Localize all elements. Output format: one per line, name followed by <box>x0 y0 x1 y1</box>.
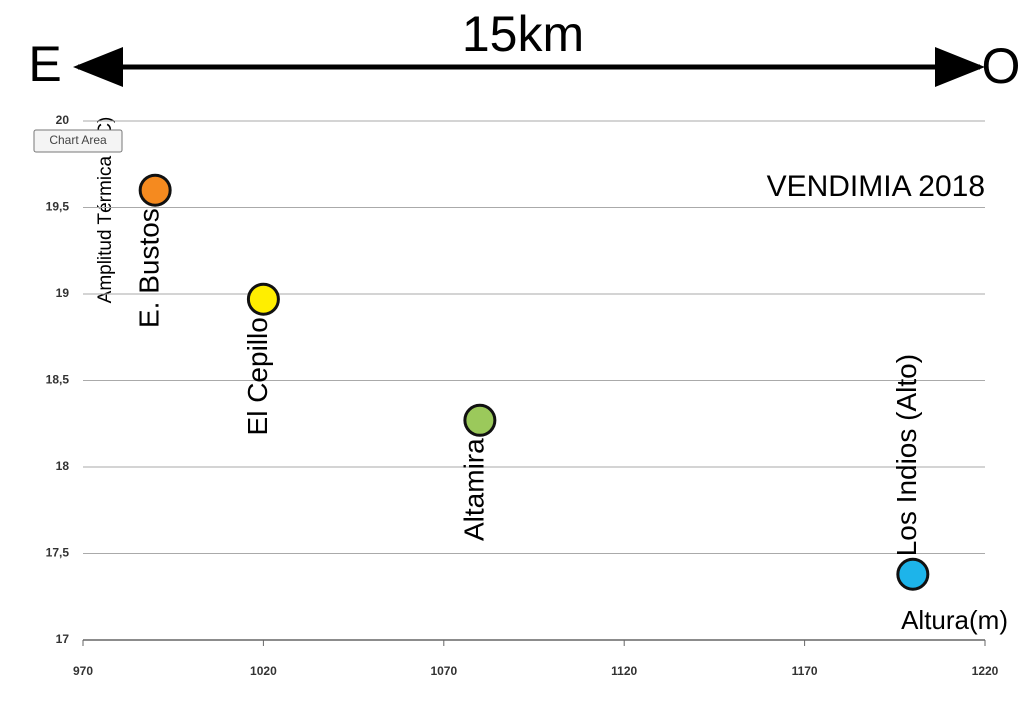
point <box>246 282 280 316</box>
y-tick-label: 19 <box>56 286 70 300</box>
point-label: Altamira <box>458 438 489 541</box>
x-tick-label: 1120 <box>611 664 637 678</box>
point-label: El Cepillo <box>242 317 273 435</box>
west-label: O <box>982 38 1021 94</box>
point <box>463 403 497 437</box>
tooltip: Chart Area <box>49 133 107 147</box>
x-axis-label: Altura(m) <box>901 605 1008 635</box>
chart-title: VENDIMIA 2018 <box>767 170 985 203</box>
point <box>896 557 930 591</box>
plot-area: 17 17,5 18 18,5 19 19,5 20 970 1020 1070 1120 1170 1… <box>46 113 999 678</box>
y-tick-label: 17,5 <box>46 546 70 560</box>
y-tick-label: 19,5 <box>46 200 70 214</box>
y-tick-label: 20 <box>56 113 70 127</box>
east-label: E <box>28 36 61 92</box>
x-tick-label: 970 <box>73 664 93 678</box>
y-axis-label: Amplitud Térmica (°C) <box>95 117 116 304</box>
y-tick-label: 18,5 <box>46 373 70 387</box>
x-tick-label: 1220 <box>972 664 999 678</box>
point-label: E. Bustos <box>134 208 165 328</box>
y-tick-label: 18 <box>56 459 70 473</box>
y-tick-label: 17 <box>56 632 70 646</box>
x-tick-label: 1070 <box>430 664 457 678</box>
point <box>138 173 172 207</box>
x-tick-label: 1020 <box>250 664 277 678</box>
point-label: Los Indios (Alto) <box>891 354 922 556</box>
distance-label: 15km <box>462 6 584 62</box>
x-tick-label: 1170 <box>792 664 818 678</box>
tooltip-box <box>33 129 123 153</box>
